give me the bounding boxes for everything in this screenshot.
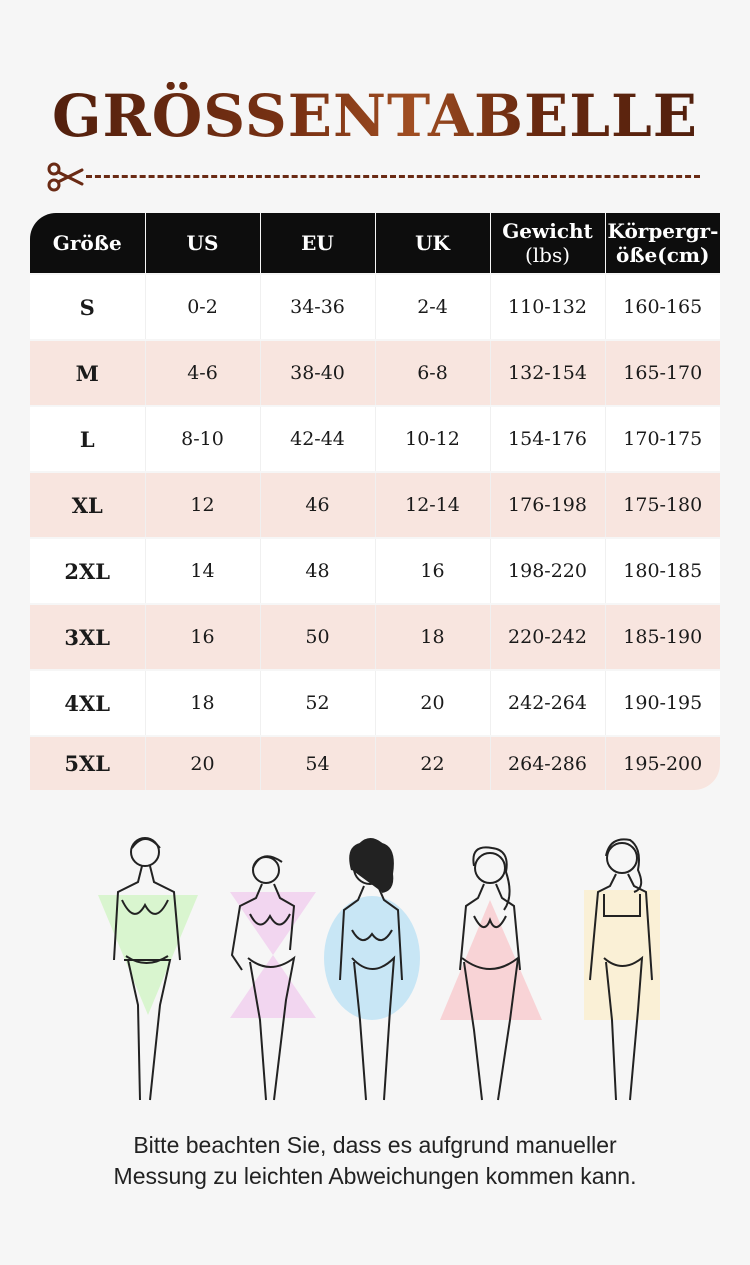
- value-cell: 46: [260, 471, 376, 538]
- value-cell: 170-175: [605, 405, 720, 472]
- value-cell: 190-195: [605, 669, 720, 736]
- value-cell: 52: [260, 669, 376, 736]
- value-cell: 54: [260, 735, 376, 790]
- size-table: Größe US EU UK Gewicht (lbs) Körpergr-öße…: [30, 213, 720, 790]
- value-cell: 8-10: [145, 405, 261, 472]
- value-cell: 242-264: [490, 669, 606, 736]
- size-cell: M: [30, 339, 146, 406]
- value-cell: 0-2: [145, 273, 261, 340]
- value-cell: 16: [145, 603, 261, 670]
- value-cell: 6-8: [375, 339, 491, 406]
- table-row: 2XL 14 48 16 198-220 180-185: [30, 537, 720, 604]
- value-cell: 264-286: [490, 735, 606, 790]
- note-line-1: Bitte beachten Sie, dass es aufgrund man…: [133, 1132, 617, 1158]
- size-cell: XL: [30, 471, 146, 538]
- header-uk: UK: [375, 213, 491, 274]
- value-cell: 20: [375, 669, 491, 736]
- value-cell: 185-190: [605, 603, 720, 670]
- figure-hourglass: [230, 855, 316, 1101]
- value-cell: 175-180: [605, 471, 720, 538]
- value-cell: 50: [260, 603, 376, 670]
- figure-inverted-triangle: [98, 837, 198, 1101]
- header-us: US: [145, 213, 261, 274]
- table-row: 4XL 18 52 20 242-264 190-195: [30, 669, 720, 736]
- size-cell: L: [30, 405, 146, 472]
- size-cell: S: [30, 273, 146, 340]
- table-row: 3XL 16 50 18 220-242 185-190: [30, 603, 720, 670]
- scissors-icon: [47, 162, 84, 192]
- value-cell: 48: [260, 537, 376, 604]
- value-cell: 12-14: [375, 471, 491, 538]
- value-cell: 16: [375, 537, 491, 604]
- table-row: XL 12 46 12-14 176-198 175-180: [30, 471, 720, 538]
- header-size: Größe: [30, 213, 146, 274]
- size-cell: 5XL: [30, 735, 146, 790]
- value-cell: 20: [145, 735, 261, 790]
- size-cell: 4XL: [30, 669, 146, 736]
- value-cell: 180-185: [605, 537, 720, 604]
- value-cell: 42-44: [260, 405, 376, 472]
- size-cell: 3XL: [30, 603, 146, 670]
- value-cell: 34-36: [260, 273, 376, 340]
- body-shape-figures: [98, 837, 660, 1101]
- note-line-2: Messung zu leichten Abweichungen kommen …: [113, 1163, 637, 1189]
- value-cell: 22: [375, 735, 491, 790]
- figure-pear: [440, 846, 542, 1101]
- value-cell: 12: [145, 471, 261, 538]
- cut-line: [46, 160, 702, 194]
- table-row: M 4-6 38-40 6-8 132-154 165-170: [30, 339, 720, 406]
- value-cell: 2-4: [375, 273, 491, 340]
- table-row: 5XL 20 54 22 264-286 195-200: [30, 735, 720, 790]
- page-title: GRÖSSENTABELLE: [0, 82, 750, 150]
- table-row: S 0-2 34-36 2-4 110-132 160-165: [30, 273, 720, 340]
- value-cell: 10-12: [375, 405, 491, 472]
- value-cell: 18: [145, 669, 261, 736]
- value-cell: 132-154: [490, 339, 606, 406]
- header-weight: Gewicht (lbs): [490, 213, 606, 274]
- value-cell: 198-220: [490, 537, 606, 604]
- value-cell: 4-6: [145, 339, 261, 406]
- value-cell: 220-242: [490, 603, 606, 670]
- figure-rectangle: [584, 838, 660, 1101]
- value-cell: 176-198: [490, 471, 606, 538]
- header-height: Körpergr-öße(cm): [607, 219, 719, 267]
- measurement-note: Bitte beachten Sie, dass es aufgrund man…: [0, 1130, 750, 1192]
- table-header-row: Größe US EU UK Gewicht (lbs) Körpergr-öße…: [30, 213, 720, 274]
- size-cell: 2XL: [30, 537, 146, 604]
- value-cell: 195-200: [605, 735, 720, 790]
- value-cell: 110-132: [490, 273, 606, 340]
- value-cell: 38-40: [260, 339, 376, 406]
- header-eu: EU: [260, 213, 376, 274]
- dashed-line: [86, 175, 700, 178]
- value-cell: 154-176: [490, 405, 606, 472]
- value-cell: 18: [375, 603, 491, 670]
- figure-round: [324, 838, 420, 1101]
- value-cell: 160-165: [605, 273, 720, 340]
- value-cell: 14: [145, 537, 261, 604]
- value-cell: 165-170: [605, 339, 720, 406]
- table-row: L 8-10 42-44 10-12 154-176 170-175: [30, 405, 720, 472]
